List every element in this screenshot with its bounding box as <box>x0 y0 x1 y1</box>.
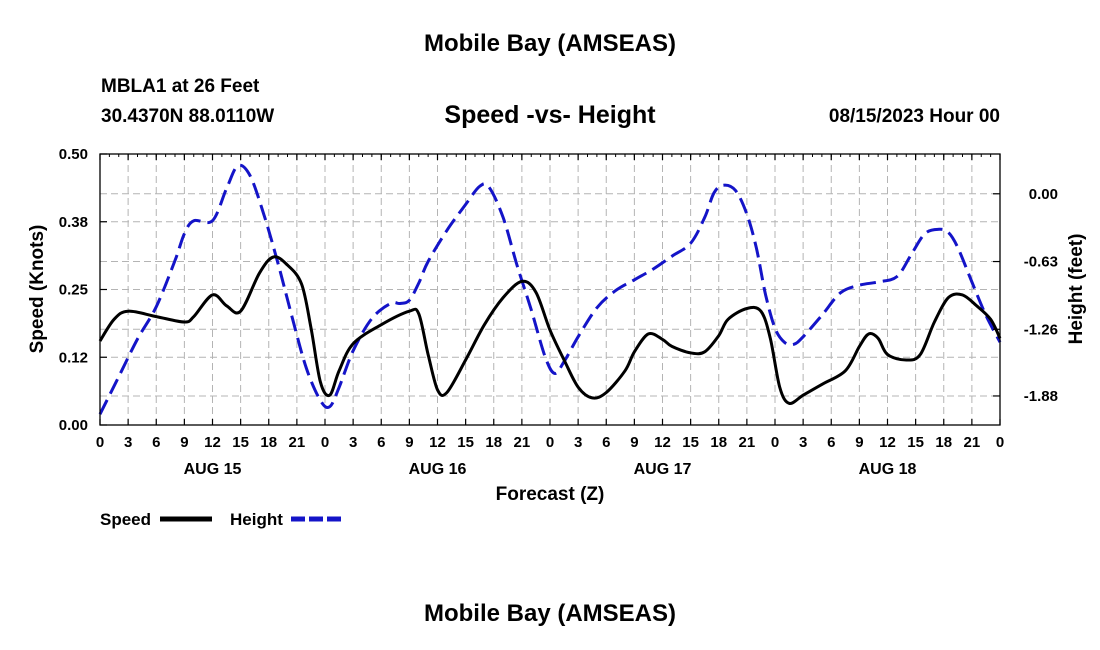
day-label: AUG 17 <box>634 461 692 478</box>
x-tick-label: 18 <box>485 434 502 451</box>
x-tick-label: 15 <box>682 434 699 451</box>
forecast-timestamp: 08/15/2023 Hour 00 <box>828 106 1000 127</box>
x-tick-label: 9 <box>855 434 863 451</box>
x-tick-label: 15 <box>907 434 924 451</box>
day-label: AUG 16 <box>409 461 467 478</box>
x-tick-label: 6 <box>602 434 610 451</box>
y-axis-label: Speed (Knots) <box>27 225 48 354</box>
station-coordinates: 30.4370N 88.0110W <box>101 106 275 127</box>
station-label: MBLA1 at 26 Feet <box>101 76 260 97</box>
axes: 0 3 6 9 12 15 18 21 0 3 6 9 12 15 18 21 0 3 6 9 12 15 18 21 0 3 6 9… <box>59 146 1058 478</box>
x-axis-label: Forecast (Z) <box>496 484 605 505</box>
x-tick-label: 3 <box>124 434 132 451</box>
y2-tick-label: -1.88 <box>1024 388 1058 405</box>
x-tick-label: 21 <box>289 434 306 451</box>
x-tick-label: 3 <box>574 434 582 451</box>
x-tick-label: 12 <box>429 434 446 451</box>
x-tick-label: 18 <box>260 434 277 451</box>
speed-height-chart: 0 3 6 9 12 15 18 21 0 3 6 9 12 15 18 21 0 3 6 9 12 15 18 21 0 3 6 9… <box>27 146 1087 529</box>
x-tick-label: 6 <box>827 434 835 451</box>
day-label: AUG 18 <box>859 461 917 478</box>
y-tick-label: 0.00 <box>59 417 88 434</box>
y-tick-label: 0.38 <box>59 214 88 231</box>
x-tick-label: 0 <box>771 434 779 451</box>
legend: Speed Height <box>100 510 342 529</box>
grid <box>100 154 1000 425</box>
x-tick-label: 12 <box>654 434 671 451</box>
x-tick-label: 3 <box>349 434 357 451</box>
y2-tick-label: -1.26 <box>1024 321 1058 338</box>
y2-tick-label: 0.00 <box>1029 186 1058 203</box>
x-tick-label: 18 <box>710 434 727 451</box>
x-tick-label: 0 <box>321 434 329 451</box>
x-tick-label: 18 <box>935 434 952 451</box>
legend-label-height: Height <box>230 510 283 529</box>
x-tick-label: 0 <box>996 434 1004 451</box>
series-line-height <box>98 163 1002 415</box>
x-tick-label: 21 <box>964 434 981 451</box>
x-tick-label: 9 <box>405 434 413 451</box>
x-tick-label: 6 <box>377 434 385 451</box>
day-label: AUG 15 <box>184 461 242 478</box>
x-tick-label: 6 <box>152 434 160 451</box>
chart-title: Mobile Bay (AMSEAS) <box>423 30 677 57</box>
x-tick-label: 12 <box>204 434 221 451</box>
x-tick-label: 15 <box>457 434 474 451</box>
x-tick-label: 3 <box>799 434 807 451</box>
x-tick-label: 0 <box>96 434 104 451</box>
y-tick-label: 0.25 <box>59 282 88 299</box>
chart-subtitle: Speed -vs- Height <box>444 101 656 129</box>
y2-tick-label: -0.63 <box>1024 254 1058 271</box>
y2-axis-label: Height (feet) <box>1066 234 1087 345</box>
x-tick-label: 0 <box>546 434 554 451</box>
x-tick-label: 21 <box>514 434 531 451</box>
x-tick-label: 15 <box>232 434 249 451</box>
x-tick-label: 9 <box>180 434 188 451</box>
series-layer <box>98 163 1002 415</box>
repeat-chart-title: Mobile Bay (AMSEAS) <box>423 600 677 627</box>
y-tick-label: 0.12 <box>59 349 88 366</box>
x-tick-label: 12 <box>879 434 896 451</box>
series-line-speed <box>98 255 1002 405</box>
x-tick-label: 9 <box>630 434 638 451</box>
legend-label-speed: Speed <box>100 510 151 529</box>
x-tick-label: 21 <box>739 434 756 451</box>
y-tick-label: 0.50 <box>59 146 88 163</box>
